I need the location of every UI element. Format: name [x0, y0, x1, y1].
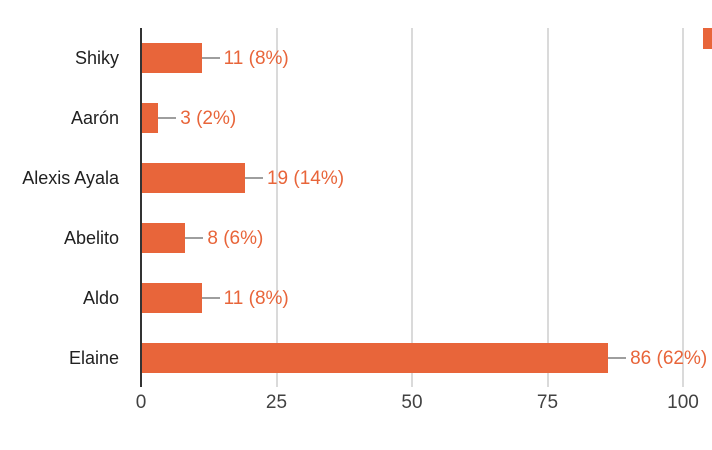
- y-axis-line: [140, 28, 142, 387]
- category-label: Aarón: [70, 108, 119, 128]
- annotation-stem: [201, 297, 220, 299]
- x-tick-label: 0: [135, 392, 147, 413]
- clipped-element: [703, 28, 712, 49]
- value-label: 11 (8%): [223, 288, 289, 309]
- bar: [142, 163, 245, 193]
- bar: [142, 223, 186, 253]
- annotation-stem: [201, 57, 220, 59]
- annotation-stem: [608, 357, 627, 359]
- x-tick-label: 75: [536, 392, 559, 413]
- bar: [142, 283, 202, 313]
- category-label: Aldo: [82, 288, 119, 308]
- x-tick-label: 25: [265, 392, 288, 413]
- x-gridline: [682, 28, 684, 387]
- value-label: 3 (2%): [180, 108, 237, 129]
- value-label: 11 (8%): [223, 48, 289, 69]
- x-tick-label: 100: [667, 392, 699, 413]
- annotation-stem: [185, 237, 204, 239]
- category-label: Shiky: [74, 48, 119, 68]
- x-gridline: [275, 28, 278, 387]
- category-label: Alexis Ayala: [22, 168, 119, 188]
- category-label: Elaine: [68, 348, 119, 368]
- value-label: 8 (6%): [207, 228, 264, 249]
- x-gridline: [546, 28, 549, 387]
- value-label: 19 (14%): [266, 168, 345, 189]
- x-tick-label: 50: [401, 392, 423, 413]
- annotation-stem: [158, 117, 177, 119]
- annotation-stem: [244, 177, 263, 179]
- bar: [142, 343, 609, 373]
- x-gridline: [411, 28, 413, 387]
- value-label: 86 (62%): [630, 348, 708, 369]
- bar: [142, 103, 159, 133]
- bar: [142, 43, 202, 73]
- category-label: Abelito: [63, 228, 119, 248]
